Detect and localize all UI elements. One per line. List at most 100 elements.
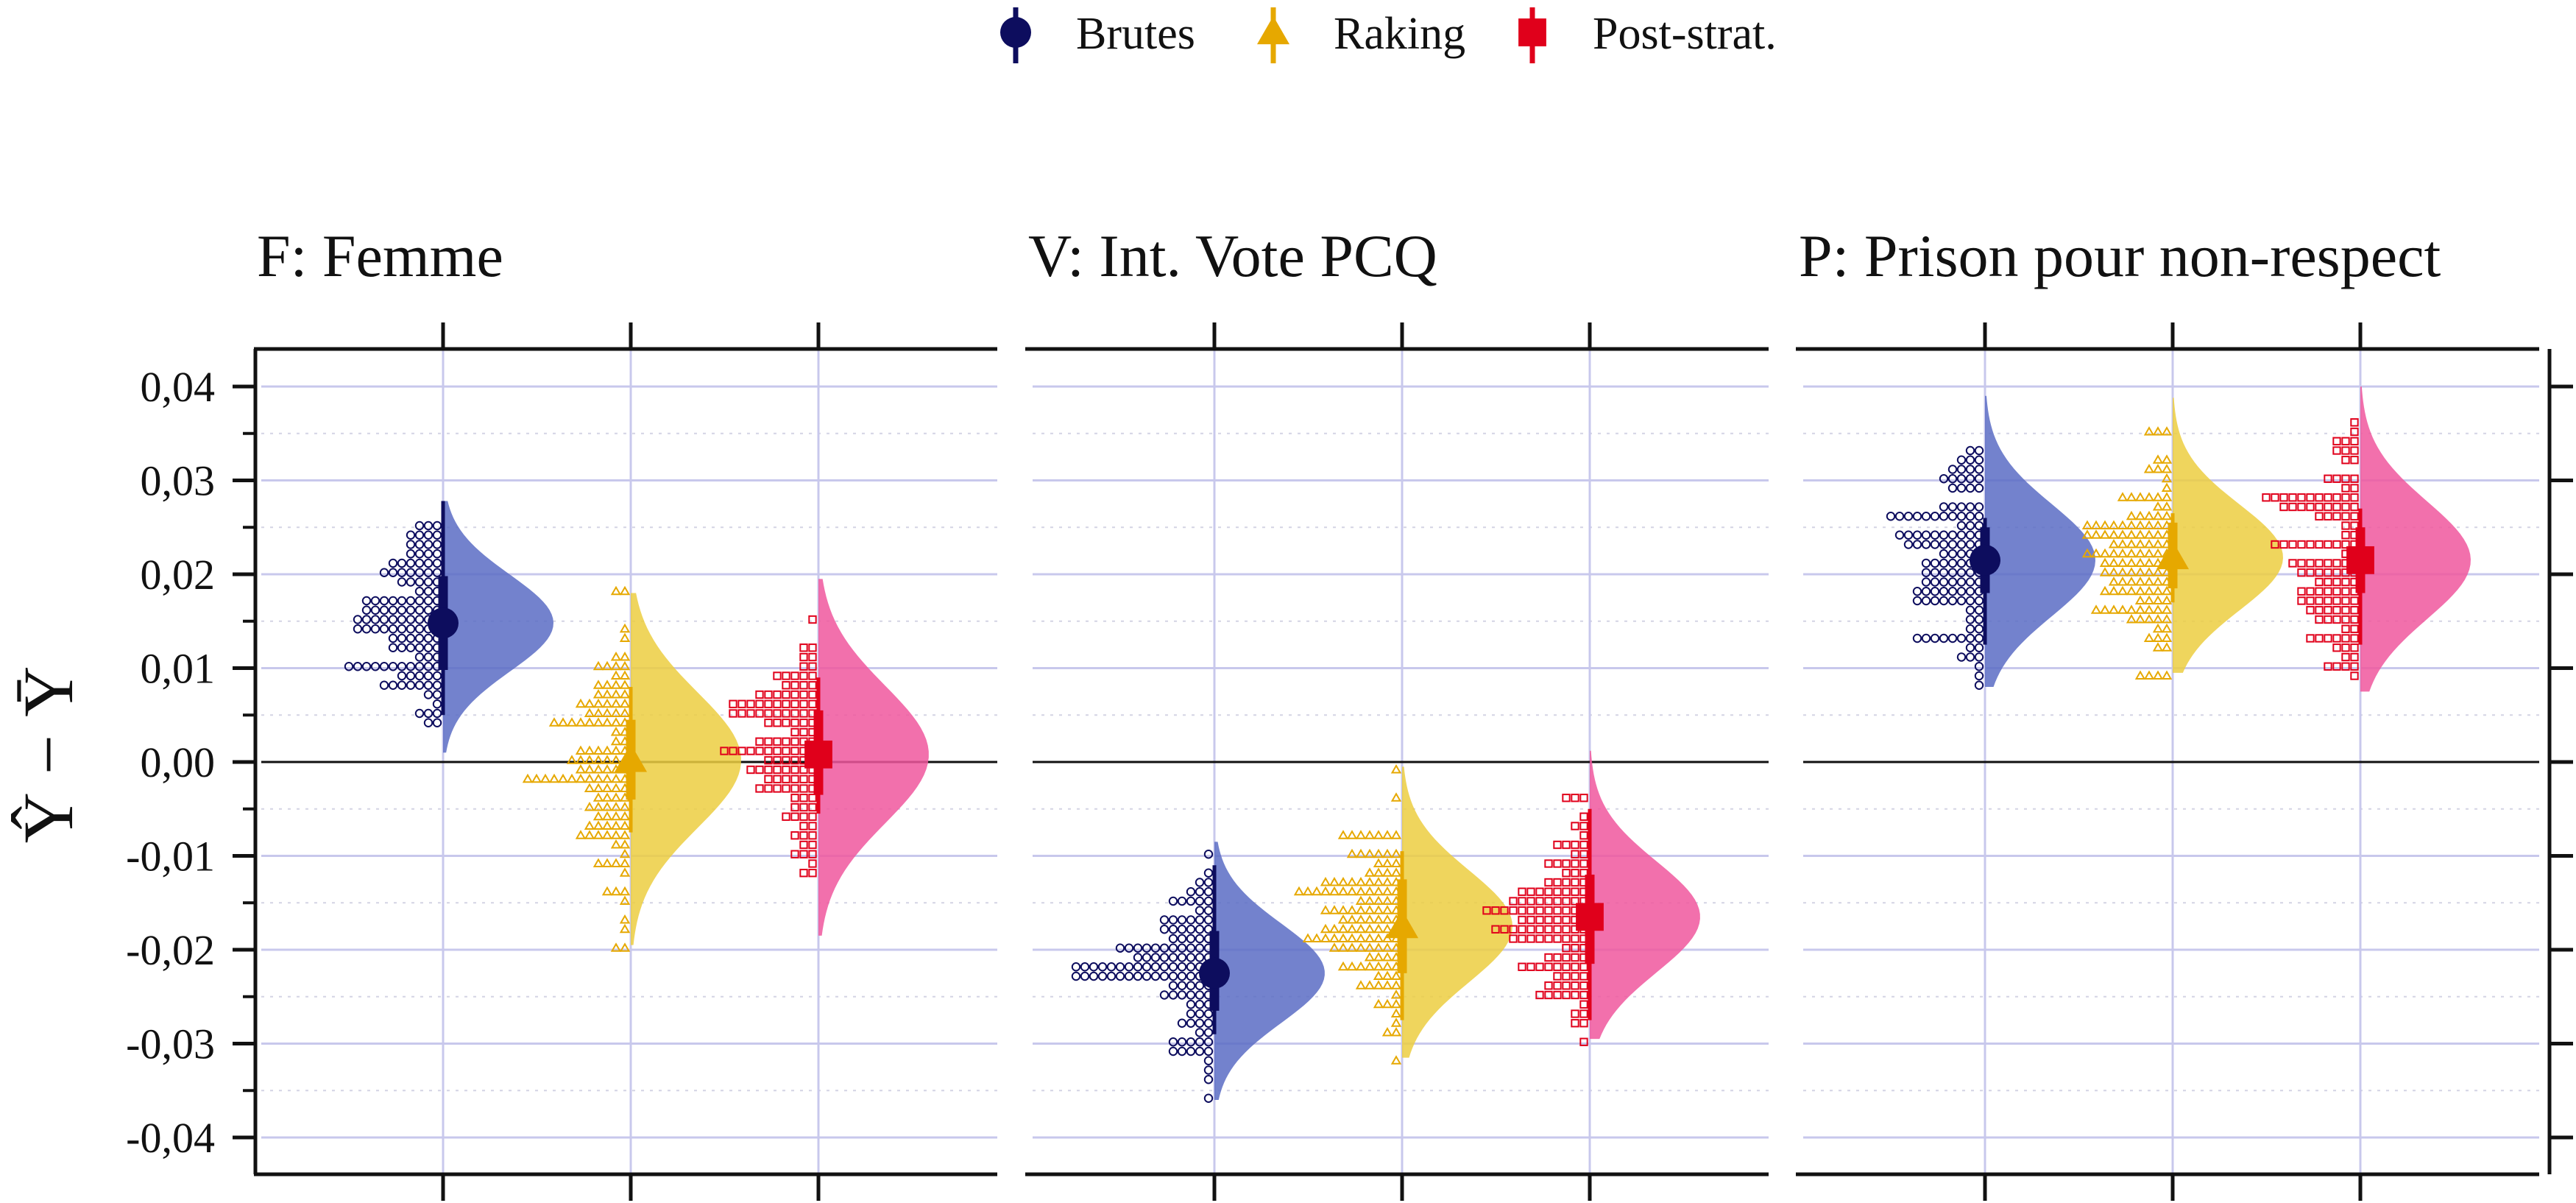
- raw-point: [1965, 605, 1975, 615]
- raw-point: [619, 820, 631, 830]
- raw-point: [2152, 642, 2164, 652]
- raw-point: [432, 699, 442, 709]
- raw-point: [2134, 529, 2146, 539]
- raw-point: [737, 699, 746, 708]
- raw-point: [1579, 869, 1588, 878]
- raw-point: [1142, 962, 1152, 972]
- raw-point: [610, 783, 622, 792]
- raw-point: [1390, 764, 1402, 774]
- y-tick-label: 0,01: [141, 645, 216, 693]
- raw-point: [1571, 887, 1579, 896]
- raw-point: [1974, 521, 1984, 531]
- raw-point: [1571, 794, 1579, 802]
- raw-point: [1168, 962, 1178, 972]
- raw-point: [1186, 896, 1196, 906]
- raw-point: [790, 794, 799, 802]
- raw-point: [584, 773, 595, 783]
- raw-point: [592, 717, 604, 727]
- raw-point: [755, 765, 764, 775]
- raw-point: [1894, 530, 1905, 540]
- raw-point: [610, 670, 622, 680]
- raw-point: [773, 756, 782, 765]
- raw-point: [397, 615, 407, 624]
- raw-point: [1571, 840, 1579, 850]
- raw-point: [1947, 568, 1958, 577]
- raw-point: [2315, 568, 2324, 577]
- raw-point: [2332, 540, 2341, 549]
- raw-point: [353, 615, 363, 624]
- legend-label-brutes: Brutes: [1076, 9, 1195, 59]
- raw-point: [1195, 943, 1205, 953]
- raw-point: [1956, 474, 1967, 484]
- raw-point: [610, 735, 622, 746]
- raw-point: [2297, 568, 2306, 577]
- raw-point: [2341, 437, 2350, 445]
- raw-point: [1203, 1018, 1214, 1028]
- raw-point: [2350, 493, 2359, 502]
- raw-point: [601, 886, 613, 896]
- raw-point: [1337, 933, 1349, 942]
- raw-point: [1553, 934, 1562, 943]
- raw-point: [1390, 792, 1402, 802]
- raw-point: [610, 886, 622, 896]
- raw-point: [729, 709, 737, 718]
- raw-point: [548, 717, 560, 727]
- raw-point: [1965, 624, 1975, 634]
- legend-marker-post-strat: [1518, 18, 1546, 46]
- raw-point: [1159, 962, 1170, 972]
- raw-point: [1974, 605, 1984, 615]
- raw-point: [379, 568, 389, 577]
- raw-point: [1509, 934, 1518, 943]
- raw-point: [790, 671, 799, 680]
- raw-point: [1544, 953, 1553, 962]
- raw-point: [2099, 604, 2111, 614]
- raw-point: [423, 577, 434, 587]
- raw-point: [1373, 830, 1384, 839]
- raw-point: [1381, 830, 1393, 839]
- raw-point: [2152, 623, 2164, 633]
- raw-point: [575, 717, 587, 727]
- raw-point: [2126, 492, 2137, 501]
- raw-point: [2350, 671, 2359, 680]
- raw-point: [2288, 502, 2297, 512]
- raw-point: [2315, 596, 2324, 605]
- legend-label-raking: Raking: [1334, 9, 1465, 59]
- raw-point: [1535, 925, 1544, 934]
- raw-point: [1186, 1018, 1196, 1028]
- raw-point: [397, 568, 407, 577]
- raw-point: [782, 747, 790, 755]
- raw-point: [2161, 614, 2173, 624]
- raw-point: [790, 727, 799, 737]
- raw-point: [2152, 576, 2164, 586]
- raw-point: [2350, 652, 2359, 662]
- raw-point: [548, 773, 560, 783]
- raw-point: [1518, 925, 1526, 934]
- raw-point: [737, 747, 746, 755]
- raw-point: [2341, 615, 2350, 624]
- raw-point: [1535, 906, 1544, 915]
- raw-point: [1579, 859, 1588, 868]
- raw-point: [1177, 1046, 1187, 1056]
- raw-point: [610, 652, 622, 661]
- raw-point: [610, 755, 622, 764]
- raw-point: [2315, 502, 2324, 512]
- raw-point: [808, 831, 817, 840]
- raw-point: [619, 839, 631, 849]
- raw-point: [2143, 510, 2155, 521]
- raw-point: [1579, 981, 1588, 990]
- y-tick-label: 0,03: [141, 457, 216, 505]
- raw-point: [2350, 615, 2359, 624]
- raw-point: [1381, 970, 1393, 980]
- raw-point: [1373, 905, 1384, 914]
- raw-point: [1203, 850, 1214, 859]
- raw-point: [1974, 512, 1984, 521]
- raw-point: [790, 681, 799, 690]
- raw-point: [2108, 604, 2120, 614]
- raw-point: [2143, 576, 2155, 586]
- raw-point: [1159, 943, 1170, 953]
- raw-point: [773, 765, 782, 775]
- raw-point: [584, 717, 595, 727]
- raw-point: [1526, 906, 1535, 915]
- raw-point: [610, 585, 622, 596]
- raw-point: [1381, 933, 1393, 942]
